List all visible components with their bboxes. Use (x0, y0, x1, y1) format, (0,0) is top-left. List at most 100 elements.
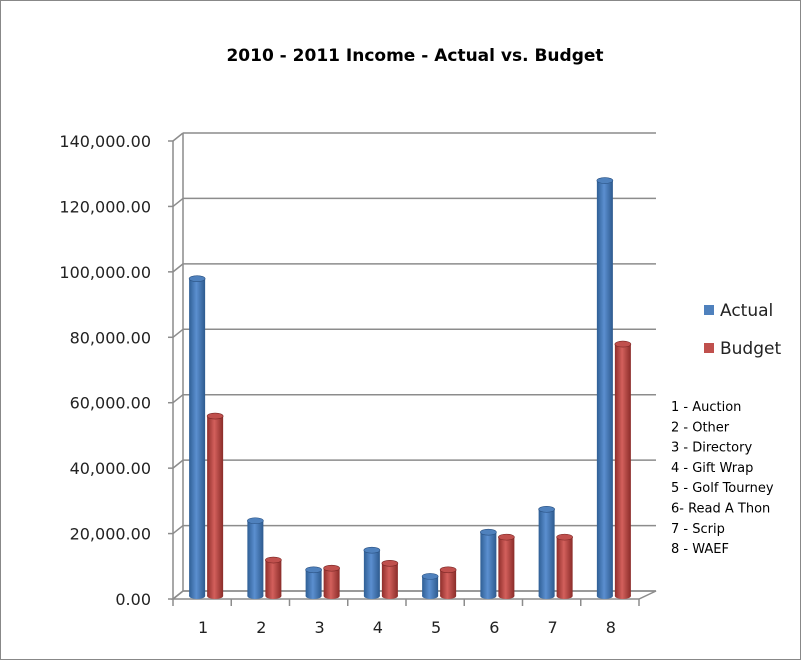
side-wall-gridline (172, 394, 184, 404)
bar-actual (363, 546, 381, 599)
bar-base (207, 593, 224, 599)
bar-actual (480, 528, 497, 599)
x-tick-label: 6 (489, 618, 499, 637)
x-tick-label: 7 (548, 618, 558, 637)
side-wall-gridline (172, 132, 184, 142)
legend-swatch-budget (704, 343, 714, 353)
category-key-item: 2 - Other (671, 420, 730, 435)
category-key-item: 6- Read A Thon (671, 502, 770, 517)
bar-budget (614, 340, 632, 599)
bar-top (188, 275, 206, 282)
bar-base (363, 593, 380, 599)
bar-budget (206, 412, 224, 599)
bar-top (498, 533, 515, 541)
bar-body (323, 568, 340, 596)
bar-budget (323, 564, 340, 599)
x-tick-label: 8 (606, 618, 616, 637)
bar-base (440, 593, 457, 599)
category-key-item: 7 - Scrip (671, 522, 725, 537)
side-wall-gridline (172, 524, 184, 535)
bar-budget (265, 556, 282, 599)
floor (170, 590, 657, 600)
bar-actual (188, 275, 206, 599)
bar-base (480, 593, 497, 599)
bar-body (207, 416, 224, 596)
bar-top (596, 177, 614, 184)
bar-base (422, 593, 439, 599)
bar-top (439, 566, 457, 574)
bar-base (498, 593, 515, 599)
bar-body (614, 344, 631, 596)
y-tick-label: 140,000.00 (59, 132, 151, 151)
category-key-item: 8 - WAEF (671, 542, 729, 557)
side-wall-gridline (172, 459, 184, 469)
x-tick-label: 4 (373, 618, 383, 637)
x-tick-label: 5 (431, 618, 441, 637)
category-key-item: 1 - Auction (671, 400, 741, 415)
bar-base (556, 593, 573, 599)
bar-actual (421, 573, 439, 599)
bar-actual (596, 177, 614, 599)
bar-top (265, 556, 282, 564)
bar-base (189, 593, 206, 599)
x-tick-label: 2 (256, 618, 266, 637)
legend-swatch-actual (704, 305, 714, 315)
y-tick-label: 20,000.00 (70, 525, 151, 544)
bar-top (538, 506, 555, 513)
bar-base (614, 593, 631, 599)
bar-base (381, 593, 398, 599)
bar-top (206, 412, 224, 420)
bar-body (363, 550, 380, 596)
bar-body (247, 520, 264, 596)
bar-budget (498, 533, 515, 599)
bar-body (305, 569, 322, 596)
bar-top (381, 559, 399, 567)
bar-base (538, 593, 555, 599)
bar-actual (305, 566, 322, 599)
category-key-item: 5 - Golf Tourney (671, 481, 774, 496)
x-tick-label: 1 (198, 618, 208, 637)
bar-body (498, 537, 515, 596)
bar-body (265, 560, 282, 596)
y-tick-label: 100,000.00 (59, 263, 151, 282)
bar-top (323, 564, 340, 572)
bar-body (381, 563, 398, 596)
bar-top (614, 340, 632, 348)
bar-body (480, 532, 497, 596)
legend-label-actual: Actual (720, 301, 773, 321)
category-key-item: 3 - Directory (671, 441, 752, 456)
y-tick-label: 120,000.00 (59, 197, 151, 216)
side-wall-gridline (172, 197, 184, 208)
y-tick-label: 40,000.00 (70, 459, 151, 478)
bar-body (189, 278, 206, 596)
bar-base (305, 593, 322, 599)
bar-budget (556, 533, 573, 599)
bar-top (556, 533, 573, 541)
bar-base (323, 593, 340, 599)
bar-top (247, 517, 264, 525)
bar-actual (538, 506, 555, 599)
bar-base (265, 593, 282, 599)
bar-body (440, 569, 457, 596)
legend-label-budget: Budget (720, 339, 781, 359)
bar-body (596, 180, 613, 596)
bar-top (305, 566, 322, 574)
bar-body (556, 537, 573, 596)
bar-top (480, 528, 497, 536)
x-tick-label: 3 (315, 618, 325, 637)
side-wall-gridline (172, 263, 184, 273)
bar-budget (381, 559, 399, 599)
bar-body (422, 576, 439, 596)
bar-budget (439, 566, 457, 599)
y-tick-label: 60,000.00 (70, 394, 151, 413)
bar-base (247, 593, 264, 599)
bar-base (596, 593, 613, 599)
bar-body (538, 509, 555, 596)
bar-top (421, 573, 439, 580)
bar-actual (247, 517, 264, 599)
category-key-item: 4 - Gift Wrap (671, 461, 753, 476)
chart-title: 2010 - 2011 Income - Actual vs. Budget (226, 46, 603, 66)
side-wall-gridline (172, 328, 184, 338)
